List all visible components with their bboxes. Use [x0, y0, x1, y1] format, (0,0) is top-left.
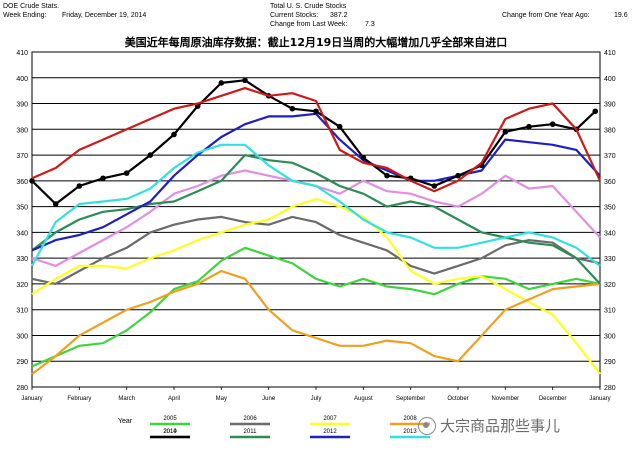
x-tick-label: September — [396, 396, 425, 402]
chart-title: 美国近年每周原油库存数据：截止12月19日当周的大幅增加几乎全部来自进口 — [125, 35, 508, 49]
series-line-2013 — [31, 143, 601, 267]
series-point-2014 — [147, 152, 154, 158]
series-line-2008 — [31, 269, 601, 375]
x-tick-label: October — [447, 396, 468, 402]
change-week-label: Change from Last Week: — [270, 21, 348, 28]
wechat-logo-icon — [418, 416, 436, 435]
x-tick-label: December — [539, 396, 567, 402]
series-point-2014 — [526, 123, 532, 130]
y-tick-label-right: 380 — [604, 127, 616, 134]
series-line-red-current-year-avg- — [31, 86, 601, 193]
series-point-2014 — [313, 108, 319, 115]
x-tick-label: November — [491, 396, 519, 402]
series-point-2014 — [52, 201, 59, 207]
change-year-label: Change from One Year Ago: — [502, 12, 590, 19]
y-tick-label-right: 390 — [604, 102, 616, 109]
week-ending-value: Friday, December 19, 2014 — [62, 12, 147, 19]
legend-label-2011: 2011 — [244, 429, 258, 435]
y-tick-label-left: 280 — [16, 385, 28, 392]
y-tick-label-left: 320 — [16, 282, 28, 289]
legend-label-2006: 2006 — [243, 416, 257, 422]
x-tick-label: April — [168, 396, 180, 402]
series-point-2014 — [100, 175, 106, 182]
current-stocks-value: 387.2 — [330, 12, 348, 19]
y-tick-label-right: 300 — [604, 333, 616, 340]
x-tick-label: May — [216, 396, 227, 402]
series-point-2014 — [549, 121, 556, 127]
y-tick-label-right: 410 — [604, 50, 616, 57]
y-tick-label-right: 350 — [604, 205, 616, 212]
total-stocks-label: Total U. S. Crude Stocks — [270, 3, 347, 10]
series-point-2014 — [218, 80, 225, 86]
legend-label-2012: 2012 — [323, 429, 337, 435]
series-point-2014 — [76, 183, 83, 189]
watermark: 大宗商品那些事儿 — [418, 415, 560, 436]
y-tick-label-right: 360 — [604, 179, 616, 186]
y-tick-label-right: 330 — [604, 256, 616, 263]
y-tick-label-left: 330 — [16, 256, 28, 263]
x-tick-label: January — [589, 396, 610, 402]
week-ending-label: Week Ending: — [3, 12, 47, 19]
series-point-2014 — [29, 178, 35, 184]
source-label: DOE Crude Stats. — [3, 3, 60, 10]
series-point-2014 — [384, 172, 390, 179]
x-tick-label: July — [311, 396, 322, 402]
series-point-2014 — [171, 131, 177, 138]
legend-label-2010: 2010 — [163, 429, 177, 435]
series-line-2006 — [31, 215, 601, 285]
legend-label-2007: 2007 — [323, 416, 337, 422]
series-point-2014 — [242, 77, 248, 84]
y-tick-label-right: 280 — [604, 385, 616, 392]
legend-title: Year — [118, 418, 133, 425]
series-point-2014 — [592, 108, 599, 115]
change-year-value: 19.6 — [614, 12, 628, 19]
legend-label-2008: 2008 — [403, 416, 417, 422]
y-tick-label-left: 300 — [16, 333, 28, 340]
y-tick-label-left: 380 — [16, 127, 28, 134]
x-tick-label: August — [354, 396, 373, 402]
series-point-2014 — [123, 170, 130, 176]
y-tick-label-left: 290 — [16, 359, 28, 366]
watermark-text: 大宗商品那些事儿 — [440, 417, 561, 435]
legend-label-2005: 2005 — [163, 416, 177, 422]
series-point-2014 — [431, 183, 438, 189]
y-tick-label-left: 390 — [16, 102, 28, 109]
y-tick-label-left: 410 — [16, 50, 28, 57]
y-tick-label-left: 360 — [16, 179, 28, 186]
y-tick-label-left: 350 — [16, 205, 28, 212]
series-point-2014 — [289, 105, 296, 112]
y-tick-label-right: 400 — [604, 76, 616, 83]
x-tick-label: June — [262, 396, 276, 402]
series-line-2007 — [31, 197, 601, 375]
current-stocks-label: Current Stocks: — [270, 12, 319, 19]
y-tick-label-left: 400 — [16, 76, 28, 83]
series-point-2014 — [336, 123, 343, 130]
y-tick-label-left: 310 — [16, 308, 28, 315]
series-line-2005 — [31, 246, 601, 368]
legend-label-2013: 2013 — [403, 429, 417, 435]
x-tick-label: February — [67, 396, 91, 402]
change-week-value: 7.3 — [365, 21, 375, 28]
x-tick-label: January — [21, 396, 42, 402]
y-tick-label-right: 290 — [604, 359, 616, 366]
y-tick-label-right: 310 — [604, 308, 616, 315]
legend-label-2014: 2014 — [163, 429, 177, 435]
series-point-2014 — [455, 172, 461, 179]
series-point-2014 — [360, 154, 367, 161]
series-point-2014 — [502, 129, 509, 135]
y-tick-label-left: 370 — [16, 153, 28, 160]
y-tick-label-right: 320 — [604, 282, 616, 289]
y-tick-label-right: 370 — [604, 153, 616, 160]
y-tick-label-right: 340 — [604, 230, 616, 237]
y-tick-label-left: 340 — [16, 230, 28, 237]
x-tick-label: March — [118, 396, 135, 402]
